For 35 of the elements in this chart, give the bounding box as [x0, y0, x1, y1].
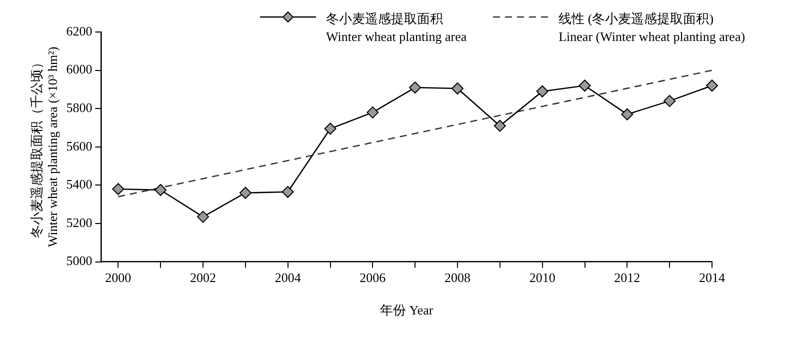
- legend-label: 线性 (冬小麦遥感提取面积) Linear (Winter wheat planting area): [558, 10, 746, 46]
- point: [452, 82, 464, 94]
- x-tick-label: 2012: [614, 270, 640, 286]
- point: [536, 85, 548, 98]
- point: [578, 80, 591, 92]
- point: [664, 94, 676, 107]
- text: 冬小麦遥感提取面积（千公顷）: [29, 56, 44, 238]
- x-axis-title: 年份 Year: [380, 302, 434, 318]
- text: Winter wheat planting area (×10³ hm²): [44, 46, 60, 248]
- x-tick-label: 2002: [190, 270, 216, 286]
- point: [282, 186, 294, 198]
- point: [494, 120, 506, 132]
- point: [154, 184, 167, 196]
- point: [409, 82, 422, 94]
- y-tick-label: 6200: [66, 23, 92, 38]
- point: [621, 108, 634, 120]
- y-tick-label: 5200: [66, 214, 92, 230]
- point: [197, 210, 209, 223]
- y-tick-label: 5800: [66, 100, 92, 116]
- x-tick-label: 2014: [699, 270, 726, 286]
- x-tick-label: 2010: [529, 270, 556, 286]
- point: [706, 80, 718, 92]
- y-tick-label: 5400: [66, 176, 92, 192]
- x-tick-label: 2004: [274, 270, 302, 286]
- point: [324, 122, 336, 135]
- y-tick-label: 5000: [66, 253, 92, 268]
- x-tick-label: 2000: [105, 270, 132, 286]
- y-tick-label: 6000: [66, 62, 92, 77]
- point: [366, 106, 379, 118]
- point: [239, 186, 252, 199]
- legend-label: 冬小麦遥感提取面积 Winter wheat planting area: [326, 10, 467, 46]
- point: [112, 183, 124, 196]
- x-tick-label: 2008: [444, 270, 470, 286]
- y-tick-label: 5600: [66, 138, 92, 154]
- x-tick-label: 2006: [360, 270, 386, 286]
